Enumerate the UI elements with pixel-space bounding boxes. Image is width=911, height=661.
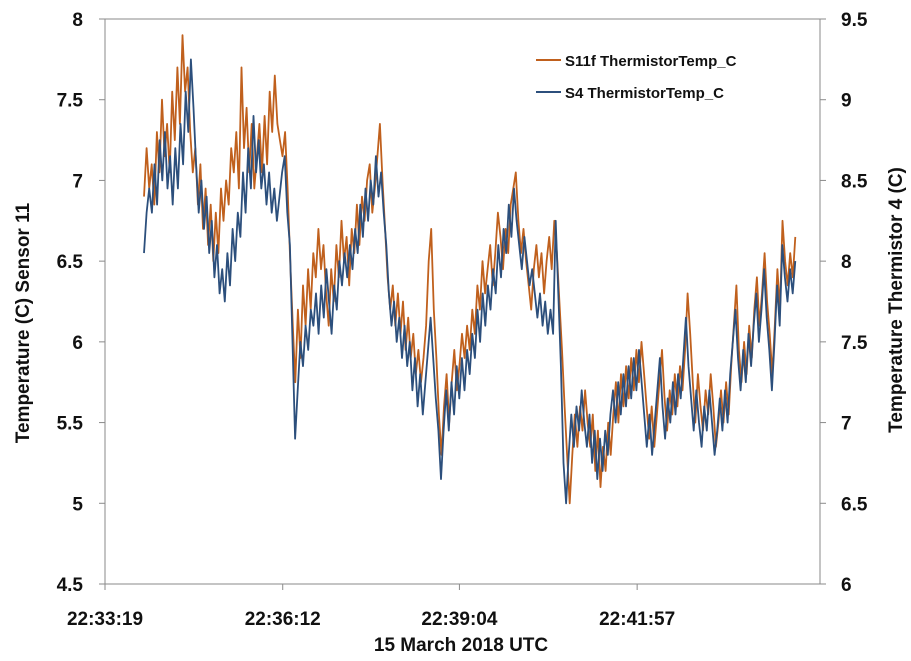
series-line-s4	[143, 58, 797, 505]
y-right-tick-label: 8.5	[841, 171, 868, 192]
y-left-tick-label: 6	[72, 333, 83, 354]
y-right-tick-label: 9	[841, 91, 852, 112]
legend-label-s4: S4 ThermistorTemp_C	[565, 85, 724, 102]
y-left-tick-label: 5	[72, 494, 83, 515]
y-axis-left-title: Temperature (C) Sensor 11	[13, 202, 34, 443]
x-tick-label: 22:33:19	[67, 609, 143, 630]
y-axis-right-ticks: 6 6.5 7 7.5 8 8.5 9 9.5	[820, 10, 868, 596]
legend: S11f ThermistorTemp_C S4 ThermistorTemp_…	[536, 53, 737, 102]
x-tick-label: 22:41:57	[599, 609, 675, 630]
x-axis-title: 15 March 2018 UTC	[374, 635, 549, 656]
y-left-tick-label: 4.5	[57, 575, 84, 596]
x-axis-ticks: 22:33:19 22:36:12 22:39:04 22:41:57	[67, 584, 675, 630]
y-right-tick-label: 7.5	[841, 333, 868, 354]
y-left-tick-label: 8	[72, 10, 83, 31]
y-right-tick-label: 8	[841, 252, 852, 273]
y-right-tick-label: 6	[841, 575, 852, 596]
y-right-tick-label: 7	[841, 414, 852, 435]
y-axis-right-title: Temperature Thermistor 4 (C)	[886, 167, 907, 433]
plot-border	[104, 18, 821, 585]
plot-area	[104, 18, 821, 585]
x-tick-label: 22:36:12	[245, 609, 321, 630]
series-layer	[143, 34, 797, 505]
y-left-tick-label: 7.5	[57, 91, 84, 112]
legend-label-s11f: S11f ThermistorTemp_C	[565, 53, 737, 70]
y-right-tick-label: 6.5	[841, 494, 868, 515]
y-left-tick-label: 5.5	[57, 414, 84, 435]
y-right-tick-label: 9.5	[841, 10, 868, 31]
y-axis-left-ticks: 4.5 5 5.5 6 6.5 7 7.5 8	[57, 10, 105, 596]
x-tick-label: 22:39:04	[421, 609, 497, 630]
y-left-tick-label: 7	[72, 171, 83, 192]
y-left-tick-label: 6.5	[57, 252, 84, 273]
